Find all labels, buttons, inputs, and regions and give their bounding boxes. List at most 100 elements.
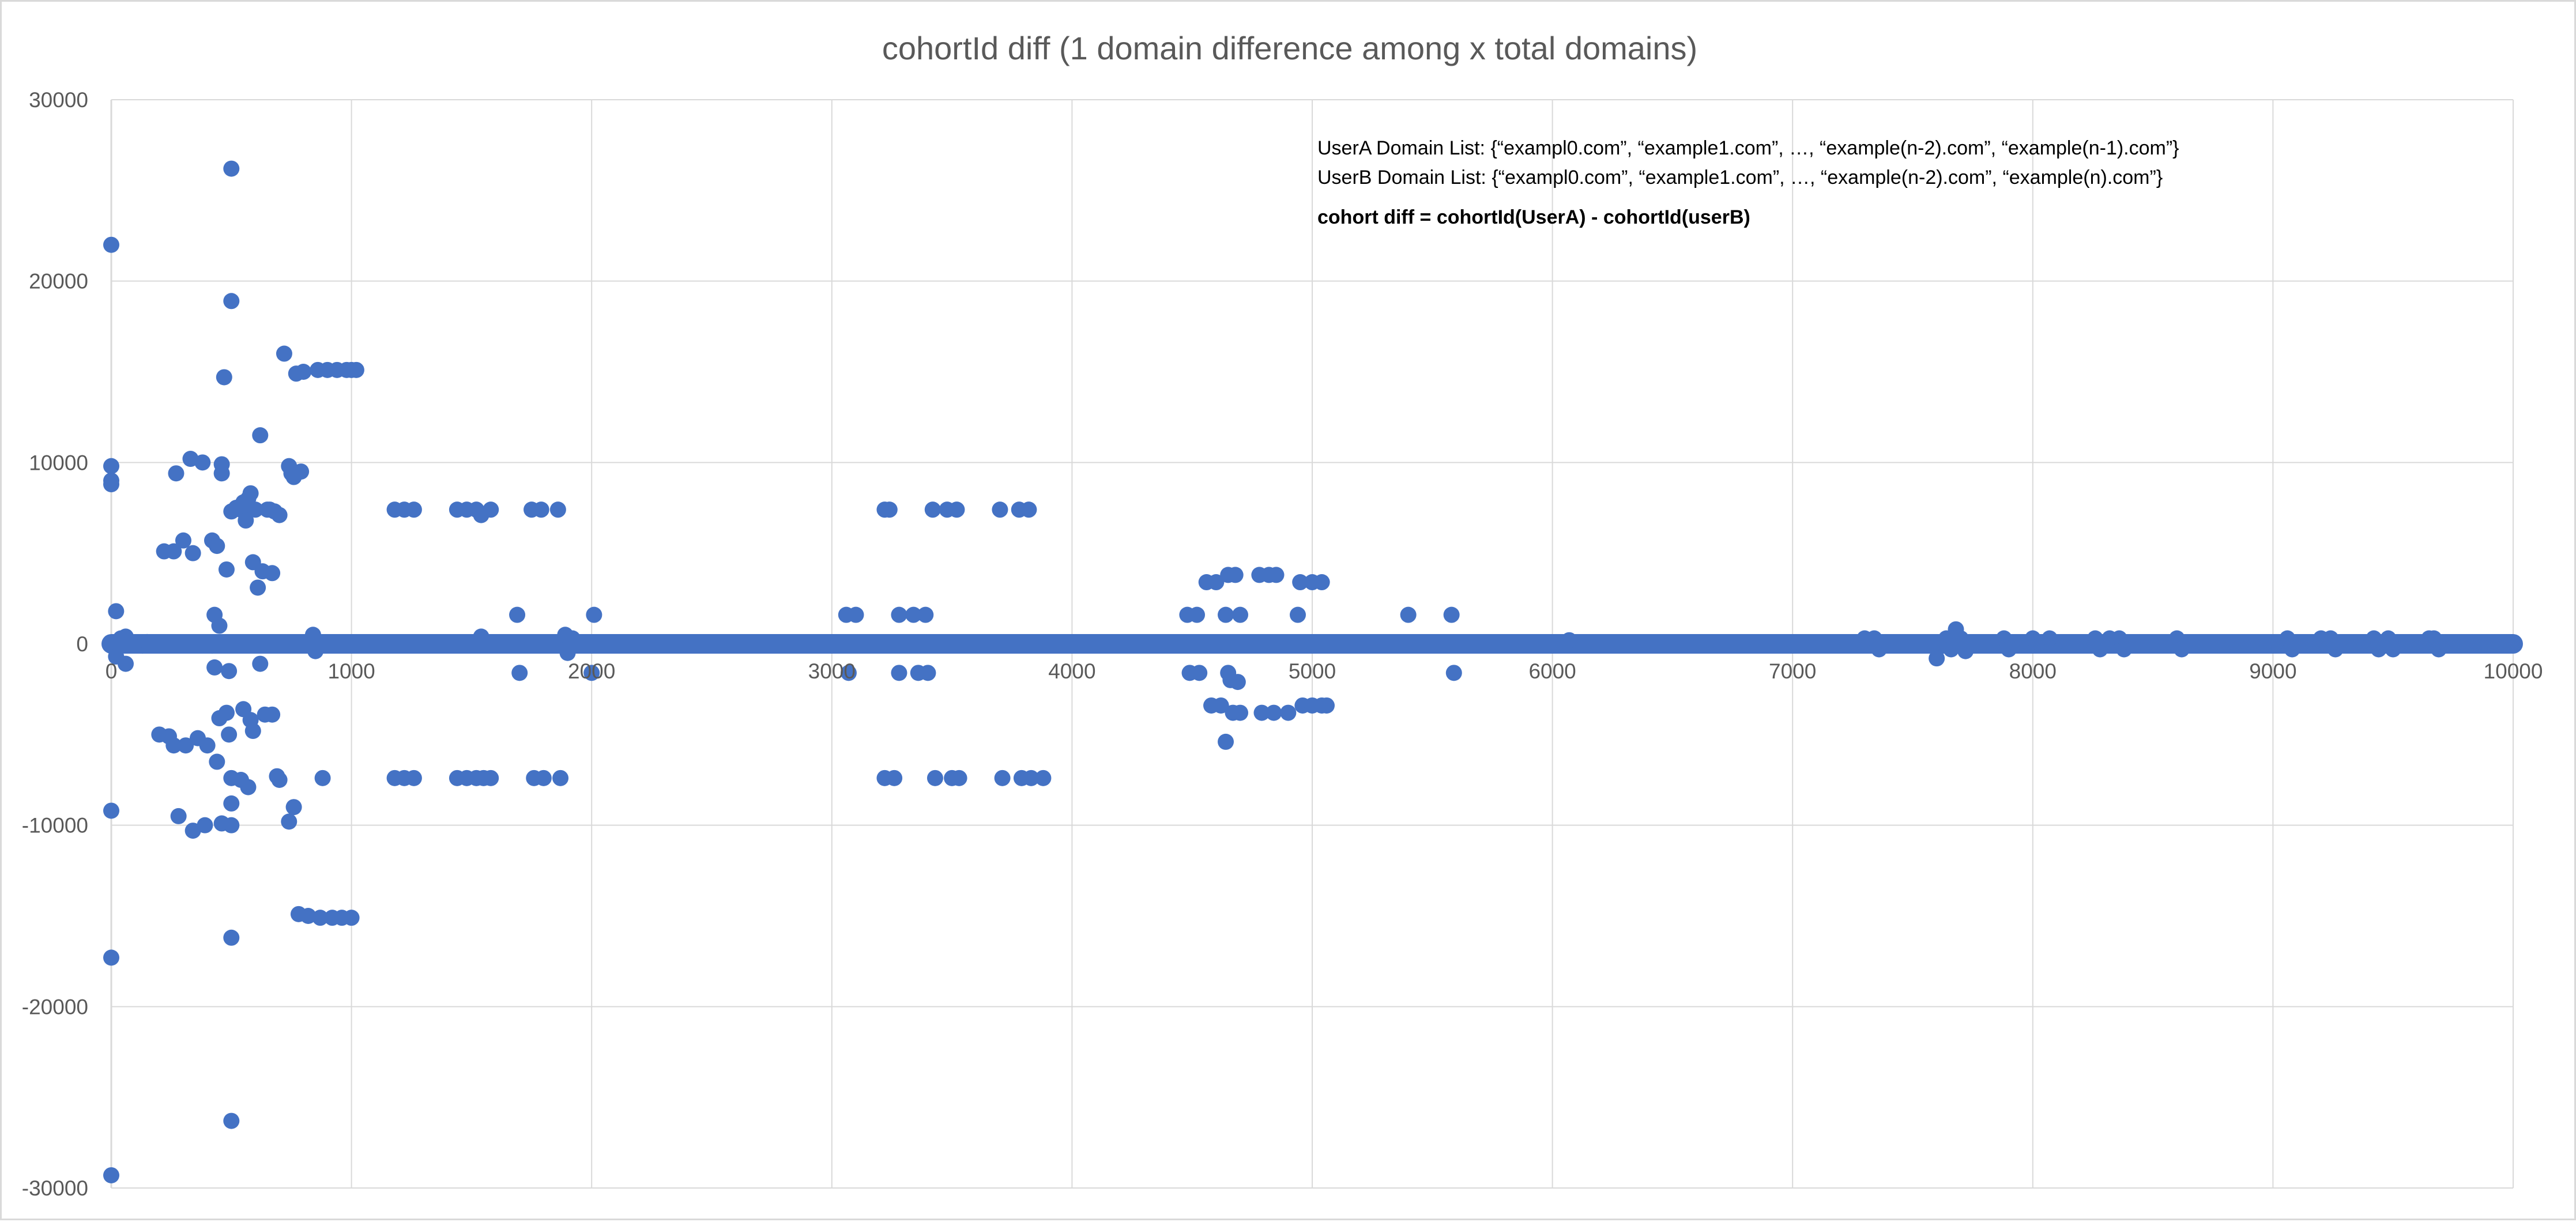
data-point xyxy=(924,501,941,518)
x-tick-label: 7000 xyxy=(1769,659,1816,683)
data-point xyxy=(905,606,922,623)
data-point xyxy=(343,910,360,926)
data-point xyxy=(168,465,184,482)
data-point xyxy=(271,772,288,788)
data-point xyxy=(2284,641,2300,658)
data-point xyxy=(1227,567,1244,583)
chart-title: cohortId diff (1 domain difference among… xyxy=(882,30,1697,66)
data-point xyxy=(552,770,569,786)
data-point xyxy=(2116,641,2133,658)
data-point xyxy=(405,770,422,786)
data-point xyxy=(2024,630,2041,647)
data-point xyxy=(840,665,857,681)
data-point xyxy=(223,795,240,812)
data-point xyxy=(583,665,600,681)
data-point xyxy=(1561,632,1577,648)
data-point xyxy=(103,236,119,253)
data-point xyxy=(1871,641,1888,658)
data-point xyxy=(886,770,903,786)
data-point xyxy=(139,633,156,650)
x-tick-label: 0 xyxy=(106,659,118,683)
data-point xyxy=(559,644,576,661)
data-point xyxy=(103,802,119,819)
data-point xyxy=(221,726,238,743)
data-point xyxy=(920,665,936,681)
data-point xyxy=(307,643,324,659)
data-point xyxy=(1232,606,1249,623)
data-points xyxy=(101,160,2523,1183)
data-point xyxy=(223,293,240,310)
data-point xyxy=(300,908,317,924)
data-point xyxy=(951,770,967,786)
data-point xyxy=(1266,704,1282,721)
data-point xyxy=(285,799,302,816)
data-point xyxy=(1400,606,1417,623)
data-point xyxy=(264,706,281,723)
data-point xyxy=(917,606,934,623)
data-point xyxy=(533,501,549,518)
data-point xyxy=(165,543,182,560)
data-point xyxy=(927,770,943,786)
data-point xyxy=(244,723,261,740)
data-point xyxy=(586,606,602,623)
data-point xyxy=(1952,630,1969,647)
x-tick-label: 6000 xyxy=(1528,659,1576,683)
data-point xyxy=(209,538,225,555)
data-point xyxy=(509,606,526,623)
data-point xyxy=(252,427,269,444)
data-point xyxy=(992,501,1008,518)
data-point xyxy=(891,606,907,623)
data-point xyxy=(511,665,528,681)
data-point xyxy=(197,817,213,833)
data-point xyxy=(1218,733,1234,750)
data-point xyxy=(184,545,201,561)
data-point xyxy=(184,823,201,839)
data-point xyxy=(2092,641,2108,658)
data-point xyxy=(165,737,182,754)
data-point xyxy=(170,808,187,824)
x-tick-label: 3000 xyxy=(808,659,856,683)
data-point xyxy=(994,770,1011,786)
data-point xyxy=(1943,641,1960,658)
data-point xyxy=(881,501,898,518)
data-point xyxy=(194,454,211,471)
data-point xyxy=(211,617,228,634)
data-point xyxy=(1443,606,1460,623)
data-point xyxy=(213,465,230,482)
x-tick-label: 9000 xyxy=(2249,659,2296,683)
y-tick-label: -10000 xyxy=(22,814,88,838)
data-point xyxy=(178,737,194,754)
y-tick-label: 30000 xyxy=(29,88,88,112)
data-point xyxy=(2327,641,2344,658)
x-tick-label: 10000 xyxy=(2484,659,2543,683)
data-point xyxy=(1280,704,1297,721)
data-point xyxy=(483,770,499,786)
data-point xyxy=(238,512,254,529)
data-point xyxy=(117,628,134,645)
data-point xyxy=(2041,630,2058,647)
data-point xyxy=(2174,641,2190,658)
data-point xyxy=(293,463,310,480)
data-point xyxy=(1929,650,1945,667)
y-tick-label: 10000 xyxy=(29,451,88,474)
data-point xyxy=(1318,697,1335,714)
data-point xyxy=(1208,574,1225,591)
data-point xyxy=(891,665,907,681)
data-point xyxy=(117,655,134,672)
annotation-line-3: cohort diff = cohortId(UserA) - cohortId… xyxy=(1317,206,1750,228)
data-point xyxy=(240,779,257,795)
data-point xyxy=(1445,665,1462,681)
data-point xyxy=(348,361,364,378)
data-point xyxy=(242,485,259,501)
data-point xyxy=(252,655,269,672)
data-point xyxy=(549,501,566,518)
x-tick-label: 4000 xyxy=(1048,659,1095,683)
data-point xyxy=(1218,606,1234,623)
data-point xyxy=(175,532,191,549)
data-point xyxy=(250,579,266,596)
data-point xyxy=(221,663,238,680)
data-point xyxy=(204,638,220,654)
x-tick-label: 5000 xyxy=(1289,659,1336,683)
data-point xyxy=(473,628,489,645)
